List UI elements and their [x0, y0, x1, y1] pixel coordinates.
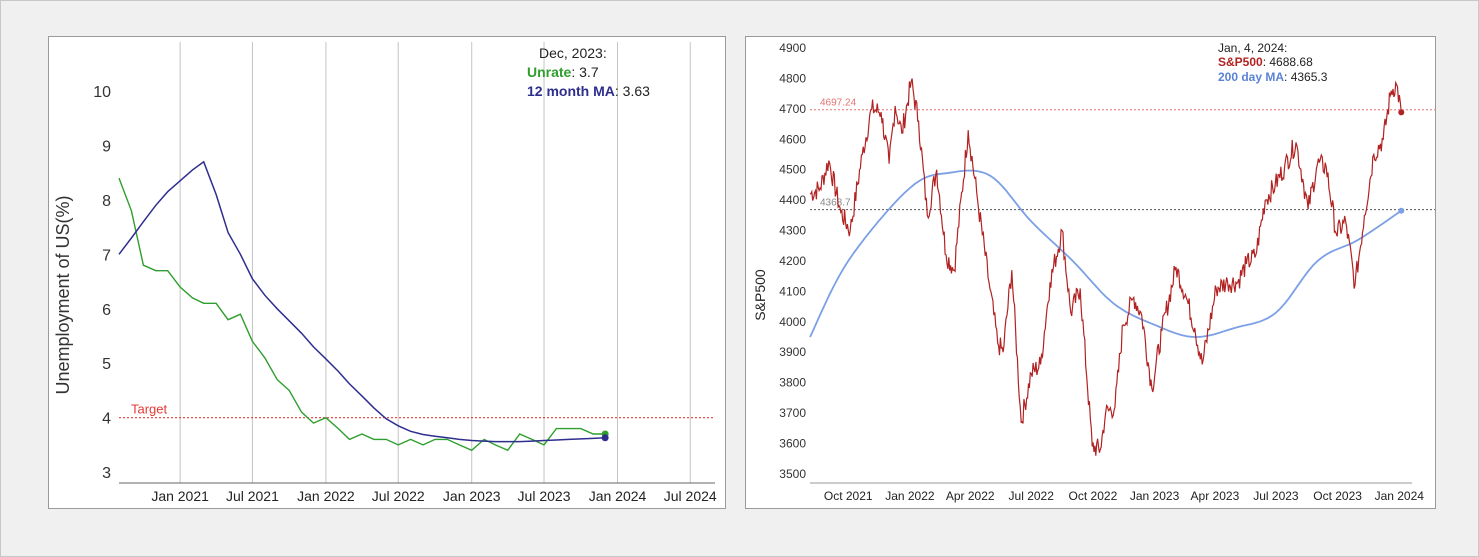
reference-label-upper: 4697.24	[820, 98, 857, 109]
y-tick-label: 8	[102, 193, 111, 210]
x-tick-label: Jan 2023	[1130, 489, 1180, 503]
y-tick-label: 4	[102, 411, 111, 428]
y-tick-label: 4800	[779, 71, 806, 85]
unemployment-chart-panel: Target 3 4 5 6 7 8 9 10 Jan 2021 Jul 2021 Jan 202…	[48, 36, 726, 509]
y-tick-label: 3800	[779, 376, 806, 390]
x-tick-label: Jul 2024	[664, 488, 717, 504]
x-tick-label: Jul 2022	[1009, 489, 1055, 503]
tooltip-ma200-value: : 4365.3	[1284, 70, 1328, 84]
tooltip-unrate-label: Unrate	[527, 64, 572, 80]
tooltip-sp500: S&P500: 4688.68	[1218, 55, 1313, 69]
tooltip-ma200-label: 200 day MA	[1218, 70, 1284, 84]
y-tick-label: 4700	[779, 102, 806, 116]
y-axis-label: S&P500	[752, 269, 768, 321]
tooltip-sp500-value: : 4688.68	[1263, 55, 1313, 69]
tooltip-sp500-label: S&P500	[1218, 55, 1263, 69]
x-tick-label: Jan 2024	[1375, 489, 1425, 503]
y-tick-label: 4500	[779, 163, 806, 177]
ma200-series-line	[809, 169, 1402, 338]
tooltip-date: Dec, 2023:	[539, 45, 607, 61]
y-tick-labels: 3 4 5 6 7 8 9 10	[93, 84, 111, 482]
x-tick-labels: Oct 2021 Jan 2022 Apr 2022 Jul 2022 Oct 2022…	[824, 489, 1424, 503]
tooltip-ma: 12 month MA: 3.63	[527, 83, 650, 99]
x-tick-label: Jan 2024	[589, 488, 647, 504]
y-axis-label: Unemployment of US(%)	[53, 195, 73, 394]
x-tick-label: Apr 2023	[1191, 489, 1240, 503]
x-tick-label: Jan 2021	[151, 488, 209, 504]
y-tick-labels: 3500 3600 3700 3800 3900 4000 4100 4200 4300 4400…	[779, 41, 806, 481]
y-tick-label: 4200	[779, 254, 806, 268]
ma-series-line	[118, 160, 606, 443]
x-tick-label: Jul 2023	[518, 488, 571, 504]
x-tick-label: Apr 2022	[946, 489, 995, 503]
tooltip-box: Jan, 4, 2024: S&P500: 4688.68 200 day MA…	[1218, 41, 1328, 84]
y-tick-label: 10	[93, 84, 111, 101]
x-tick-label: Jan 2023	[443, 488, 501, 504]
tooltip-ma-label: 12 month MA	[527, 83, 615, 99]
y-tick-label: 6	[102, 302, 111, 319]
y-tick-label: 3500	[779, 467, 806, 481]
y-tick-label: 4600	[779, 132, 806, 146]
tooltip-box: Dec, 2023: Unrate: 3.7 12 month MA: 3.63	[527, 45, 650, 99]
x-tick-label: Jan 2022	[297, 488, 355, 504]
x-tick-label: Jul 2022	[372, 488, 425, 504]
x-tick-label: Jul 2023	[1253, 489, 1299, 503]
tooltip-ma200: 200 day MA: 4365.3	[1218, 70, 1328, 84]
reference-label-lower: 4368.7	[820, 198, 851, 209]
unrate-series-line	[118, 177, 606, 452]
x-tick-label: Jul 2021	[226, 488, 279, 504]
y-tick-label: 4900	[779, 41, 806, 55]
x-tick-label: Oct 2023	[1313, 489, 1362, 503]
tooltip-unrate-value: : 3.7	[571, 64, 598, 80]
x-tick-label: Jan 2022	[885, 489, 935, 503]
target-label: Target	[131, 402, 168, 417]
y-tick-label: 3700	[779, 406, 806, 420]
y-tick-label: 4300	[779, 224, 806, 238]
y-tick-label: 3	[102, 465, 111, 482]
y-tick-label: 5	[102, 356, 111, 373]
x-tick-label: Oct 2022	[1069, 489, 1118, 503]
y-tick-label: 9	[102, 138, 111, 155]
sp500-chart: 4697.24 4368.7 3500 3600 3700 3800 3900 4000 4…	[752, 41, 1435, 503]
ma-last-point	[601, 434, 609, 442]
sp500-last-point	[1398, 109, 1405, 116]
vertical-gridlines	[179, 42, 691, 483]
y-tick-label: 4000	[779, 315, 806, 329]
x-tick-label: Oct 2021	[824, 489, 873, 503]
tooltip-ma-value: : 3.63	[615, 83, 650, 99]
y-tick-label: 3900	[779, 345, 806, 359]
tooltip-date: Jan, 4, 2024:	[1218, 41, 1287, 55]
y-tick-label: 3600	[779, 436, 806, 450]
y-tick-label: 4100	[779, 284, 806, 298]
y-tick-label: 7	[102, 247, 111, 264]
y-tick-label: 4400	[779, 193, 806, 207]
sp500-chart-panel: 4697.24 4368.7 3500 3600 3700 3800 3900 4000 4…	[745, 36, 1436, 509]
ma200-last-point	[1398, 207, 1405, 214]
sp500-series-line	[809, 78, 1402, 456]
x-tick-labels: Jan 2021 Jul 2021 Jan 2022 Jul 2022 Jan 2023…	[151, 488, 717, 504]
tooltip-unrate: Unrate: 3.7	[527, 64, 599, 80]
